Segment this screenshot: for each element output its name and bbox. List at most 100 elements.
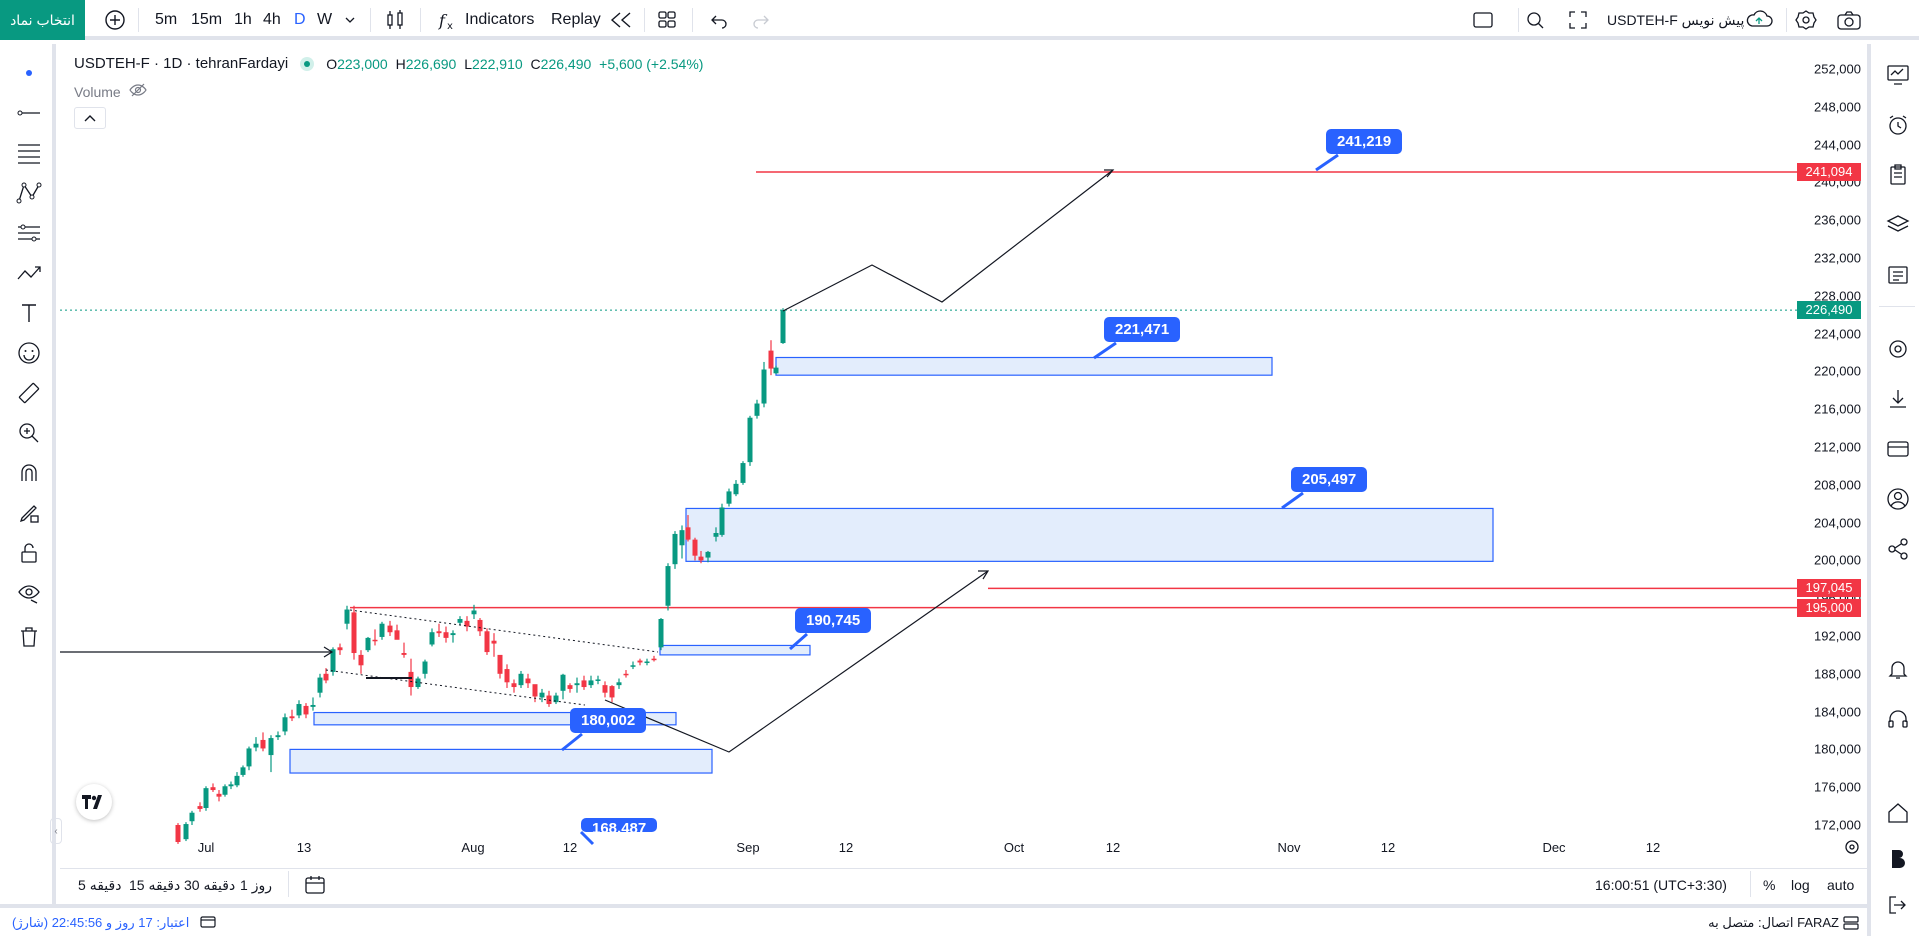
range-30-minutes[interactable]: 30 دقیقه — [184, 877, 236, 893]
interval-15m[interactable]: 15m — [191, 11, 223, 28]
volume-label[interactable]: Volume — [74, 83, 121, 100]
fullscreen-square-icon[interactable] — [1472, 8, 1494, 32]
emoji-icon[interactable] — [14, 338, 44, 368]
fib-retracement-icon[interactable] — [14, 138, 44, 168]
notes-clipboard-icon[interactable] — [1883, 160, 1913, 190]
price-callout-label[interactable]: 190,745 — [795, 608, 872, 633]
candle-body — [672, 533, 678, 565]
candle-body — [394, 630, 400, 640]
news-list-icon[interactable] — [1883, 260, 1913, 290]
percent-scale-toggle[interactable]: % — [1763, 877, 1776, 893]
time-tick-label: 13 — [296, 840, 312, 855]
range-1-day[interactable]: 1 روز — [240, 877, 272, 893]
candles-chart-type-icon[interactable] — [384, 8, 406, 32]
cursor-dot-icon[interactable] — [14, 58, 44, 88]
tradingview-logo-icon[interactable] — [76, 784, 112, 820]
magnet-icon[interactable] — [14, 458, 44, 488]
candle-body — [310, 704, 316, 707]
candle-body — [289, 716, 295, 719]
price-callout-label[interactable]: 180,002 — [570, 708, 647, 733]
home-icon[interactable] — [1883, 798, 1913, 828]
axis-settings-gear-icon[interactable] — [1843, 838, 1861, 861]
layout-grid-icon[interactable] — [656, 8, 678, 32]
broker-b-icon[interactable] — [1883, 844, 1913, 874]
notifications-bell-icon[interactable] — [1883, 654, 1913, 684]
undo-icon[interactable] — [708, 8, 730, 32]
download-icon[interactable] — [1883, 384, 1913, 414]
price-tick-label: 216,000 — [1814, 401, 1861, 417]
candle-body — [780, 310, 786, 344]
interval-w[interactable]: W — [317, 11, 333, 28]
candle-body — [246, 748, 252, 767]
add-symbol-icon[interactable] — [104, 8, 126, 32]
redo-icon[interactable] — [750, 8, 772, 32]
callout-pointer — [1315, 153, 1339, 172]
layers-icon[interactable] — [1883, 210, 1913, 240]
logout-icon[interactable] — [1883, 890, 1913, 920]
profile-user-icon[interactable] — [1883, 484, 1913, 514]
indicators-button[interactable]: Indicators — [465, 11, 535, 28]
candle-body — [581, 680, 587, 688]
candle-body — [740, 463, 746, 483]
svg-text:f: f — [438, 11, 448, 30]
candle-body — [429, 632, 435, 645]
watchlist-monitor-icon[interactable] — [1883, 60, 1913, 90]
interval-dropdown-chevron-icon[interactable] — [344, 8, 356, 32]
stay-in-drawing-mode-icon[interactable] — [14, 498, 44, 528]
cloud-save-icon[interactable] — [1744, 8, 1774, 32]
pattern-tool-icon[interactable] — [14, 178, 44, 208]
log-scale-toggle[interactable]: log — [1791, 877, 1810, 893]
range-5-minutes[interactable]: 5 دقیقه — [78, 877, 122, 893]
price-callout-label[interactable]: 205,497 — [1291, 467, 1368, 492]
supply-demand-zone — [659, 644, 811, 656]
share-icon[interactable] — [1883, 534, 1913, 564]
collapse-toolbar-chevron-icon[interactable]: ‹ — [50, 818, 62, 844]
expand-arrows-icon[interactable] — [1567, 8, 1589, 32]
zoom-in-icon[interactable] — [14, 418, 44, 448]
alerts-clock-icon[interactable] — [1883, 110, 1913, 140]
trash-icon[interactable] — [14, 622, 44, 652]
lock-icon[interactable] — [14, 538, 44, 568]
candle-body — [379, 623, 385, 637]
replay-rewind-icon[interactable] — [608, 8, 634, 32]
interval-d[interactable]: D — [294, 11, 306, 28]
candle-body — [303, 705, 309, 715]
price-callout-label[interactable]: 241,219 — [1326, 129, 1403, 154]
prediction-tool-icon[interactable] — [14, 258, 44, 288]
candle-body — [401, 653, 407, 655]
chart-name[interactable]: USDTEH-F پیش نویس — [1607, 11, 1745, 28]
price-callout-label[interactable]: 168,487 — [581, 818, 658, 832]
callout-pointer — [1093, 341, 1117, 360]
price-tick-label: 236,000 — [1814, 212, 1861, 228]
interval-5m[interactable]: 5m — [155, 11, 178, 28]
replay-button[interactable]: Replay — [551, 11, 601, 28]
collapse-legend-chevron-icon[interactable] — [74, 107, 106, 129]
wallet-card-icon[interactable] — [1883, 434, 1913, 464]
price-tick-label: 208,000 — [1814, 477, 1861, 493]
ruler-icon[interactable] — [14, 378, 44, 408]
time-tick-label: Aug — [461, 840, 485, 855]
legend-ohlc: O223,000 H226,690 L222,910 C226,490 +5,6… — [326, 55, 704, 72]
interval-4h[interactable]: 4h — [263, 11, 281, 28]
candle-body — [189, 812, 195, 822]
clock-timezone[interactable]: 16:00:51 (UTC+3:30) — [1595, 877, 1727, 893]
auto-scale-toggle[interactable]: auto — [1827, 877, 1855, 893]
settings-gear-icon[interactable] — [1883, 334, 1913, 364]
interval-1h[interactable]: 1h — [234, 11, 252, 28]
screenshot-camera-icon[interactable] — [1836, 8, 1862, 32]
price-callout-label[interactable]: 221,471 — [1104, 317, 1181, 342]
go-to-date-calendar-icon[interactable] — [304, 875, 326, 898]
settings-gear-icon[interactable] — [1795, 8, 1817, 32]
quick-search-icon[interactable] — [1524, 8, 1546, 32]
text-tool-icon[interactable] — [14, 298, 44, 328]
symbol-search-button[interactable]: انتخاب نماد — [0, 0, 85, 40]
range-15-minutes[interactable]: 15 دقیقه — [129, 877, 181, 893]
projection-tool-icon[interactable] — [14, 218, 44, 248]
legend-symbol-title[interactable]: USDTEH-F · 1D · tehranFardayi — [74, 55, 289, 72]
support-headset-icon[interactable] — [1883, 704, 1913, 734]
hide-drawings-eye-icon[interactable] — [14, 578, 44, 608]
hidden-eye-icon[interactable] — [129, 83, 147, 100]
trend-line-icon[interactable] — [14, 98, 44, 128]
